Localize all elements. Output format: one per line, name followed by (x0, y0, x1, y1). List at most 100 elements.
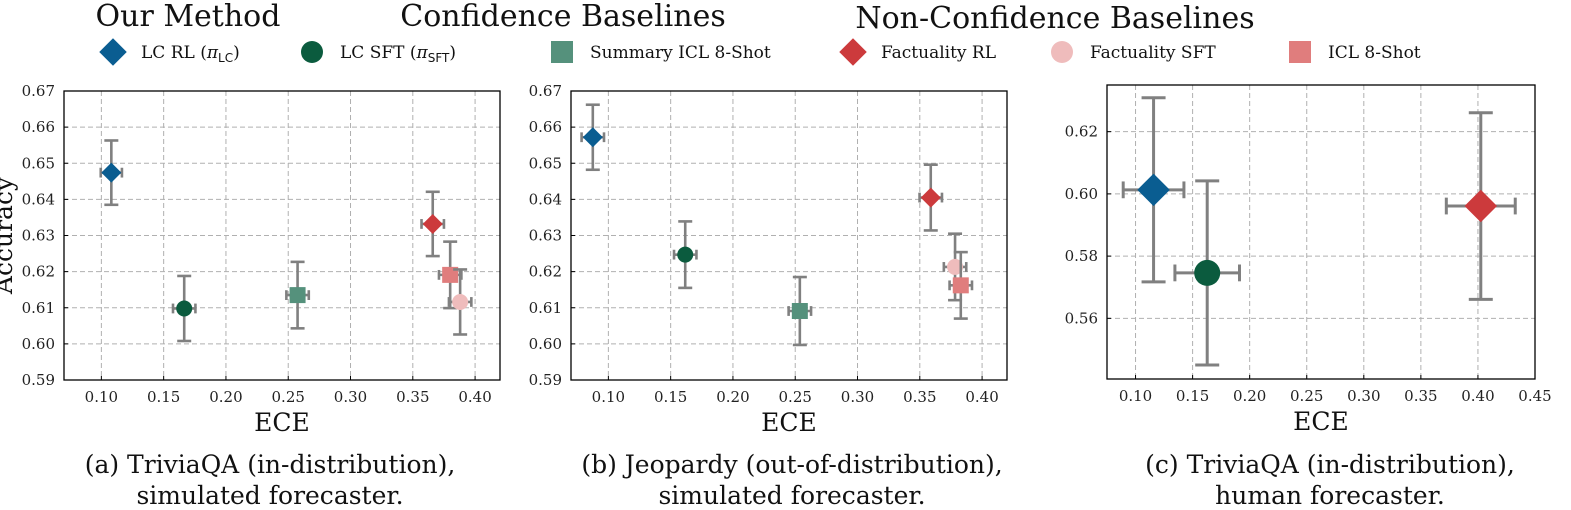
x-tick-label: 0.10 (592, 388, 625, 406)
y-tick-label: 0.65 (22, 154, 55, 172)
x-tick-label: 0.20 (209, 388, 242, 406)
legend-item: LC SFT (πSFT) (301, 41, 456, 65)
y-tick-label: 0.59 (22, 371, 55, 389)
caption-line-1: (b) Jeopardy (out-of-distribution), (581, 450, 1002, 479)
x-tick-label: 0.45 (1518, 387, 1551, 405)
point-marker-square (289, 287, 306, 304)
data-point (948, 250, 974, 320)
legend-label: Summary ICL 8-Shot (590, 43, 771, 63)
legend-group-confidence-baselines: Confidence Baselines (400, 0, 725, 34)
legend-marker-circle (1051, 41, 1073, 63)
point-marker-diamond (1137, 173, 1170, 207)
y-tick-label: 0.56 (1065, 309, 1098, 327)
plot-frame (570, 90, 1008, 381)
x-tick-label: 0.25 (1290, 387, 1323, 405)
data-point (1121, 96, 1186, 284)
point-marker-circle (1194, 259, 1221, 286)
data-point (1444, 111, 1517, 301)
x-tick-label: 0.30 (334, 388, 367, 406)
data-point (420, 190, 446, 258)
y-tick-label: 0.59 (529, 371, 562, 389)
y-tick-label: 0.67 (22, 82, 55, 100)
y-tick-label: 0.61 (529, 299, 562, 317)
point-marker-circle (677, 246, 694, 263)
x-tick-label: 0.35 (903, 388, 936, 406)
x-tick-label: 0.30 (841, 388, 874, 406)
data-point (942, 232, 968, 302)
legend-group-non-confidence-baselines: Non-Confidence Baselines (855, 1, 1254, 36)
x-tick-label: 0.40 (1461, 387, 1494, 405)
y-tick-label: 0.63 (22, 227, 55, 245)
legend-marker-square (551, 41, 573, 63)
plot-frame (1106, 84, 1536, 380)
x-tick-label: 0.15 (1176, 387, 1209, 405)
x-tick-label: 0.40 (965, 388, 998, 406)
x-tick-label: 0.15 (147, 388, 180, 406)
x-tick-label: 0.25 (272, 388, 305, 406)
legend: LC RL (πLC) LC SFT (πSFT) Summary ICL 8-Sh… (99, 38, 1421, 66)
caption-line-2: human forecaster. (1215, 481, 1445, 510)
legend-item: Factuality SFT (1051, 41, 1216, 63)
y-tick-label: 0.60 (1065, 185, 1098, 203)
plots: 0.10 0.15 0.20 0.25 0.30 0.35 0.40 0.59 0.60 0.61… (0, 82, 1552, 510)
legend-item: Factuality RL (839, 38, 996, 66)
scatter-plot-b: 0.10 0.15 0.20 0.25 0.30 0.35 0.40 0.59 0.60 0.61… (529, 82, 1008, 510)
y-tick-label: 0.61 (22, 299, 55, 317)
y-tick-label: 0.62 (1065, 123, 1098, 141)
y-tick-label: 0.62 (22, 263, 55, 281)
y-tick-label: 0.66 (22, 118, 55, 136)
point-marker-circle (452, 293, 469, 310)
legend-item: LC RL (πLC) (99, 38, 240, 66)
y-tick-label: 0.60 (22, 335, 55, 353)
data-point (787, 275, 813, 347)
legend-item: Summary ICL 8-Shot (551, 41, 771, 63)
scatter-plot-c: 0.10 0.15 0.20 0.25 0.30 0.35 0.40 0.45 0.56 0.58… (1065, 84, 1552, 510)
data-point (171, 274, 197, 343)
data-point (918, 163, 944, 232)
caption-line-1: (c) TriviaQA (in-distribution), (1145, 450, 1515, 479)
x-tick-label: 0.35 (396, 388, 429, 406)
scatter-plot-a: 0.10 0.15 0.20 0.25 0.30 0.35 0.40 0.59 0.60 0.61… (0, 82, 501, 510)
legend-label: LC RL (πLC) (141, 43, 240, 65)
caption-line-1: (a) TriviaQA (in-distribution), (85, 450, 456, 479)
data-point (580, 103, 606, 172)
legend-marker-diamond (839, 38, 867, 66)
y-tick-label: 0.67 (529, 82, 562, 100)
x-tick-label: 0.35 (1404, 387, 1437, 405)
point-marker-square (442, 266, 459, 283)
y-tick-label: 0.62 (529, 263, 562, 281)
legend-label: LC SFT (πSFT) (340, 43, 456, 65)
data-point (447, 268, 473, 336)
data-point (99, 139, 124, 207)
point-marker-circle (947, 258, 964, 275)
point-marker-square (791, 303, 808, 320)
data-point (1173, 179, 1242, 367)
x-tick-label: 0.40 (458, 388, 491, 406)
point-marker-diamond (920, 187, 941, 208)
x-axis-label: ECE (761, 408, 817, 437)
x-tick-label: 0.20 (1233, 387, 1266, 405)
x-tick-label: 0.10 (85, 388, 118, 406)
y-tick-label: 0.60 (529, 335, 562, 353)
point-marker-diamond (1464, 189, 1498, 223)
point-marker-diamond (582, 127, 603, 148)
x-tick-label: 0.20 (716, 388, 749, 406)
data-point (672, 220, 698, 290)
legend-marker-diamond (99, 38, 127, 66)
y-axis-label: Accuracy (0, 176, 18, 295)
legend-label: Factuality SFT (1090, 43, 1216, 63)
y-tick-label: 0.66 (529, 118, 562, 136)
x-axis-label: ECE (254, 408, 310, 437)
legend-group-our-method: Our Method (96, 0, 281, 34)
caption-line-2: simulated forecaster. (136, 481, 403, 510)
y-tick-label: 0.65 (529, 154, 562, 172)
x-tick-label: 0.25 (779, 388, 812, 406)
legend-marker-circle (301, 41, 323, 63)
point-marker-square (952, 277, 969, 294)
legend-item: ICL 8-Shot (1289, 41, 1421, 63)
x-tick-label: 0.15 (654, 388, 687, 406)
legend-label: Factuality RL (881, 43, 996, 63)
point-marker-diamond (422, 213, 443, 234)
point-marker-circle (176, 300, 193, 317)
